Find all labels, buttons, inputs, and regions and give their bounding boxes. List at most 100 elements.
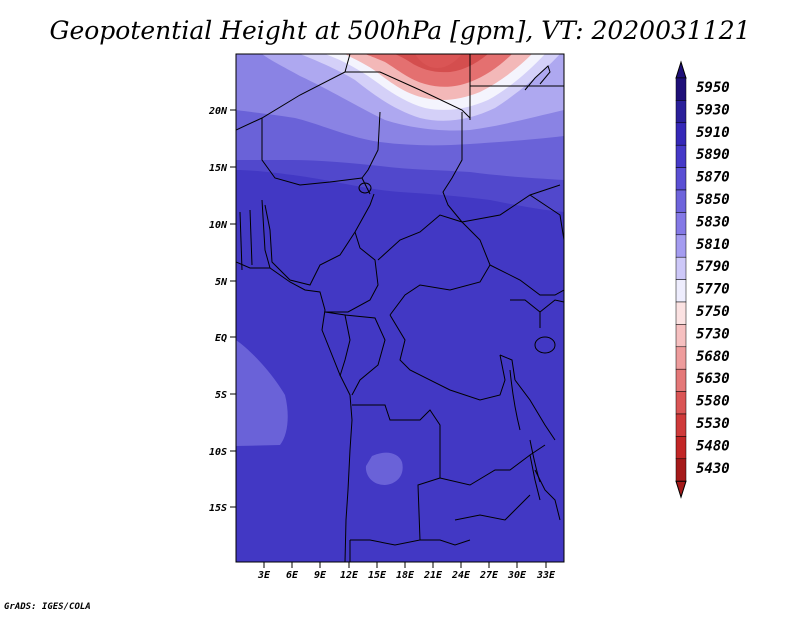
colorbar-swatch <box>675 301 687 325</box>
lake-chad <box>358 182 372 194</box>
lat-tick-5n: 5N <box>215 277 228 288</box>
colorbar: 5950 5930 5910 5890 5870 5850 5830 5810 5790 5770… <box>675 60 730 499</box>
lon-tick-27e: 27E <box>479 570 499 581</box>
border-north-lines <box>236 54 351 131</box>
border-tanzania <box>514 379 556 441</box>
lon-tick-12e: 12E <box>340 570 359 581</box>
lon-tick-9e: 9E <box>314 570 327 581</box>
colorbar-label: 5430 <box>696 461 730 477</box>
lat-tick-eq: EQ <box>215 333 227 344</box>
colorbar-swatch <box>675 368 687 392</box>
border-malawi <box>529 454 541 501</box>
colorbar-label: 5930 <box>696 102 730 118</box>
border-car <box>377 214 491 316</box>
colorbar-swatch <box>675 144 687 168</box>
lat-axis: 20N 15N 10N 5N EQ 5S 10S 15S <box>208 106 236 514</box>
border-ghana <box>239 211 243 271</box>
colorbar-label: 5770 <box>696 282 730 298</box>
lon-tick-24e: 24E <box>451 570 471 581</box>
colorbar-swatch <box>675 212 687 236</box>
border-mali-niger <box>261 118 363 186</box>
red-sea-coast <box>524 65 551 91</box>
lat-tick-10n: 10N <box>209 220 228 231</box>
colorbar-swatch <box>675 189 687 213</box>
colorbar-label: 5830 <box>696 214 730 230</box>
colorbar-label: 5870 <box>696 170 730 186</box>
contour-5580 <box>415 54 462 68</box>
colorbar-swatch <box>675 346 687 370</box>
colorbar-label: 5730 <box>696 326 730 342</box>
lat-tick-10s: 10S <box>209 447 227 458</box>
border-mozambique <box>534 469 561 521</box>
border-chad-east <box>442 112 463 223</box>
country-borders <box>236 54 564 562</box>
border-botswana <box>420 539 471 546</box>
colorbar-label: 5480 <box>696 438 730 454</box>
lon-tick-33e: 33E <box>536 570 556 581</box>
lat-tick-15s: 15S <box>209 503 227 514</box>
colorbar-label: 5910 <box>696 125 730 141</box>
lake-malawi <box>529 439 541 483</box>
border-rwanda <box>499 354 516 381</box>
colorbar-label: 5950 <box>696 80 730 96</box>
border-south-sudan <box>489 264 564 296</box>
colorbar-swatch <box>675 391 687 415</box>
contour-south-5870 <box>365 452 403 485</box>
colorbar-label: 5810 <box>696 237 730 253</box>
colorbar-swatch <box>675 100 687 124</box>
colorbar-swatch <box>675 458 687 482</box>
lon-tick-21e: 21E <box>423 570 443 581</box>
lat-tick-20n: 20N <box>208 106 228 117</box>
colorbar-swatch <box>675 167 687 191</box>
coastline-west <box>236 261 353 562</box>
border-congo <box>344 314 386 396</box>
border-ethiopia <box>529 194 564 241</box>
map-frame <box>235 53 565 563</box>
lon-axis: 3E 6E 9E 12E 15E 18E 21E 24E 27E 30E 33E <box>257 562 556 581</box>
colorbar-label: 5890 <box>696 147 730 163</box>
colorbar-label: 5750 <box>696 304 730 320</box>
colorbar-swatch <box>675 256 687 280</box>
lat-tick-5s: 5S <box>215 390 227 401</box>
contour-west-5870 <box>236 340 288 446</box>
border-nigeria <box>264 193 375 286</box>
colorbar-swatch <box>675 279 687 303</box>
border-angola <box>350 404 441 546</box>
colorbar-swatch <box>675 324 687 348</box>
colorbar-top-arrow <box>675 60 687 79</box>
border-cameroon <box>325 231 379 313</box>
height-field <box>236 54 564 562</box>
border-togo <box>249 209 253 266</box>
colorbar-label: 5530 <box>696 416 730 432</box>
colorbar-swatch <box>675 234 687 258</box>
colorbar-label: 5790 <box>696 259 730 275</box>
colorbar-swatch <box>675 413 687 437</box>
colorbar-swatch <box>675 122 687 146</box>
lake-victoria <box>534 336 556 354</box>
colorbar-label: 5680 <box>696 349 730 365</box>
lon-tick-6e: 6E <box>286 570 299 581</box>
border-benin <box>261 199 271 269</box>
border-gabon <box>324 311 351 377</box>
lat-tick-15n: 15N <box>209 163 228 174</box>
lake-tanganyika <box>509 369 521 431</box>
lon-tick-15e: 15E <box>368 570 387 581</box>
colorbar-bottom-arrow <box>675 480 687 499</box>
map-title: Geopotential Height at 500hPa [gpm], VT:… <box>49 16 751 45</box>
lon-tick-18e: 18E <box>396 570 415 581</box>
colorbar-label: 5630 <box>696 371 730 387</box>
border-sudan-south <box>461 184 561 223</box>
colorbar-label: 5580 <box>696 394 730 410</box>
lon-tick-3e: 3E <box>257 570 271 581</box>
lon-tick-30e: 30E <box>507 570 527 581</box>
border-zimbabwe <box>454 494 531 521</box>
border-algeria-niger <box>345 71 471 119</box>
grads-credit: GrADS: IGES/COLA <box>4 602 91 612</box>
colorbar-swatch <box>675 77 687 101</box>
colorbar-label: 5850 <box>696 192 730 208</box>
colorbar-swatch <box>675 436 687 460</box>
border-kenya <box>539 299 564 313</box>
border-drc <box>389 314 506 401</box>
border-uganda <box>510 299 541 328</box>
